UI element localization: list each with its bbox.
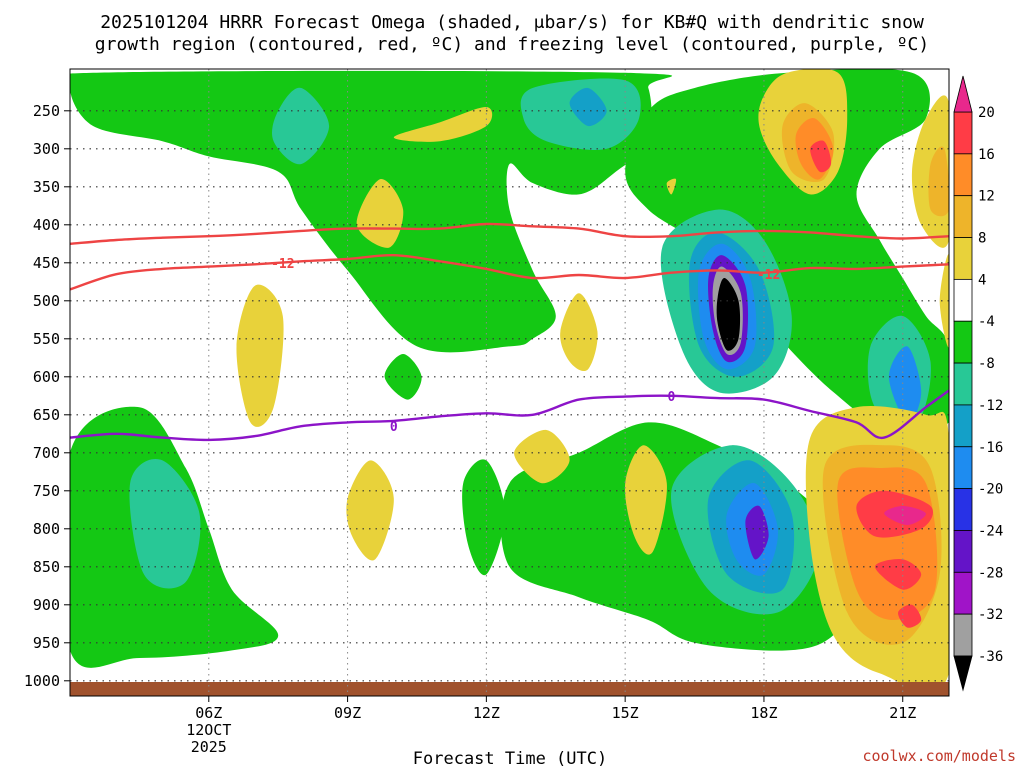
contour-label-0-1: -12 (757, 268, 780, 283)
omega-region-9 (272, 87, 330, 165)
colorbar-label-0: 20 (978, 105, 995, 121)
colorbar-label-6: -8 (978, 356, 995, 372)
plot-frame (69, 68, 950, 697)
omega-region-30 (624, 445, 667, 555)
omega-region-14 (569, 87, 607, 127)
y-tick-label-750: 750 (33, 482, 60, 500)
x-tick-label-9-0: 09Z (334, 704, 361, 722)
colorbar-box-10 (953, 530, 973, 573)
omega-region-42 (884, 506, 926, 525)
omega-region-26 (356, 178, 404, 248)
y-tick-label-250: 250 (33, 102, 60, 120)
ground-surface-bar (70, 682, 949, 696)
y-tick-label-950: 950 (33, 634, 60, 652)
contour-label-2-1: 0 (668, 390, 676, 405)
pressure-axis: 250 300 350 400 450 500 550 600 650 700 750 800 850 9… (24, 102, 70, 690)
colorbar-box-12 (953, 613, 973, 657)
colorbar-label-2: 12 (978, 189, 995, 205)
colorbar-label-13: -36 (978, 649, 1003, 665)
colorbar-label-10: -24 (978, 523, 1003, 539)
omega-region-41 (898, 604, 922, 628)
y-tick-label-800: 800 (33, 520, 60, 538)
y-tick-label-400: 400 (33, 216, 60, 234)
colorbar-box-5 (953, 320, 973, 364)
x-tick-label-6-1: 12OCT (186, 721, 231, 739)
colorbar-label-3: 8 (978, 231, 986, 247)
colorbar-box-8 (953, 446, 973, 490)
omega-region-17 (888, 346, 922, 423)
omega-region-36 (928, 146, 949, 217)
colorbar-bottom-arrow (953, 655, 973, 692)
omega-region-21 (716, 277, 741, 351)
y-tick-label-350: 350 (33, 178, 60, 196)
contour-label-0-0: -12 (271, 257, 294, 272)
chart-title-line-1: 2025101204 HRRR Forecast Omega (shaded, … (100, 12, 924, 33)
y-tick-label-900: 900 (33, 596, 60, 614)
colorbar-label-11: -28 (978, 565, 1003, 581)
y-tick-label-500: 500 (33, 292, 60, 310)
grid-lines (70, 69, 949, 696)
colorbar-top-arrow (953, 75, 973, 113)
credit-text: coolwx.com/models (862, 747, 1016, 765)
colorbar-label-12: -32 (978, 607, 1003, 623)
y-tick-label-300: 300 (33, 140, 60, 158)
y-tick-label-450: 450 (33, 254, 60, 272)
y-tick-label-1000: 1000 (24, 672, 60, 690)
omega-region-4 (384, 354, 422, 400)
omega-region-5 (462, 459, 505, 576)
omega-region-43 (810, 140, 832, 173)
colorbar-box-3 (953, 237, 973, 280)
colorbar-label-5: -4 (978, 314, 995, 330)
y-tick-label-700: 700 (33, 444, 60, 462)
colorbar-box-2 (953, 195, 973, 238)
colorbar-box-9 (953, 488, 973, 531)
omega-region-25 (939, 254, 949, 348)
colorbar-box-6 (953, 362, 973, 406)
colorbar-box-1 (953, 153, 973, 197)
x-tick-label-18-0: 18Z (750, 704, 777, 722)
colorbar-box-0 (953, 111, 973, 155)
colorbar-box-4 (953, 278, 973, 322)
omega-region-33 (666, 178, 677, 195)
colorbar-label-8: -16 (978, 440, 1003, 456)
colorbar-label-1: 16 (978, 147, 995, 163)
contour-line-1 (70, 222, 949, 245)
omega-shaded-regions (70, 69, 949, 693)
omega-region-29 (560, 293, 598, 372)
omega-region-32 (514, 429, 570, 484)
y-tick-label-550: 550 (33, 330, 60, 348)
y-tick-label-850: 850 (33, 558, 60, 576)
chart-title-line-2: growth region (contoured, red, ºC) and f… (95, 34, 929, 55)
x-tick-label-6-2: 2025 (191, 738, 227, 756)
contour-line-2 (70, 389, 949, 442)
x-tick-label-6-0: 06Z (195, 704, 222, 722)
omega-region-8 (129, 458, 201, 589)
y-tick-label-600: 600 (33, 368, 60, 386)
x-tick-label-12-0: 12Z (473, 704, 500, 722)
colorbar-label-7: -12 (978, 398, 1003, 414)
colorbar-label-4: 4 (978, 272, 986, 288)
x-tick-label-15-0: 15Z (612, 704, 639, 722)
y-tick-label-650: 650 (33, 406, 60, 424)
omega-region-1 (625, 69, 949, 430)
x-tick-label-21-0: 21Z (889, 704, 916, 722)
contour-lines: -12 -12 0 0 (70, 222, 949, 442)
contour-line-0 (70, 253, 949, 291)
colorbar-box-7 (953, 404, 973, 448)
colorbar-box-11 (953, 571, 973, 615)
omega-region-19 (745, 505, 769, 560)
omega-region-31 (346, 460, 394, 561)
x-axis-label: Forecast Time (UTC) (413, 749, 607, 768)
contour-label-2-0: 0 (390, 420, 398, 435)
colorbar: 20 16 12 8 4 -4 -8 -12 -16 -20 -24 -28 -32 -36 (953, 75, 1003, 692)
omega-region-28 (236, 284, 284, 427)
omega-region-27 (393, 106, 493, 142)
colorbar-label-9: -20 (978, 482, 1003, 498)
